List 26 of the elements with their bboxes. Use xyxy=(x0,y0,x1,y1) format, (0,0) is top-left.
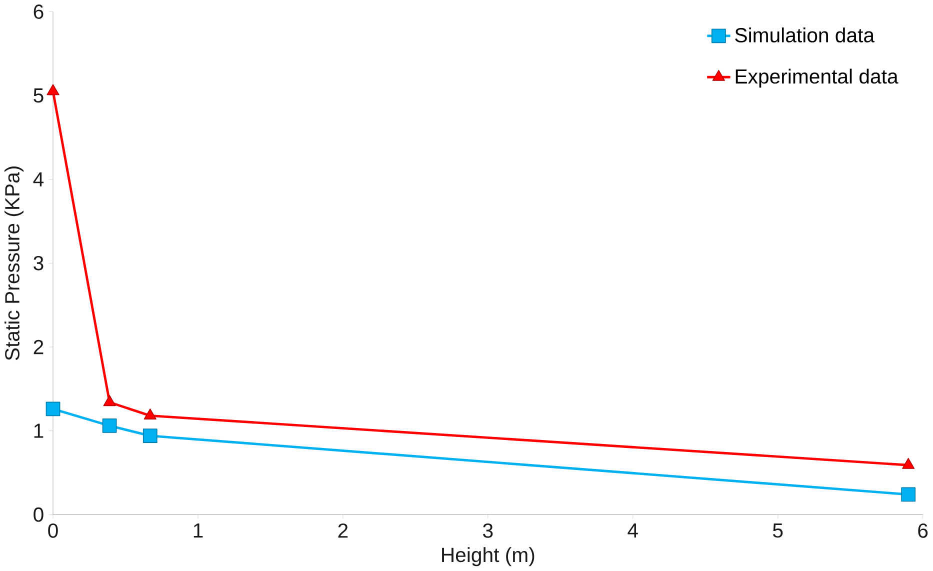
x-tick-label: 2 xyxy=(338,524,348,538)
x-tick-label: 5 xyxy=(772,524,783,538)
point xyxy=(142,428,158,444)
y-tick-label: 1 xyxy=(34,424,44,438)
point xyxy=(902,458,915,470)
x-axis-title: Height (m) xyxy=(442,547,534,566)
point xyxy=(46,84,60,96)
x-tick-label: 0 xyxy=(48,524,58,538)
point xyxy=(901,487,916,502)
x-tick-label: 3 xyxy=(483,524,493,538)
y-tick-label: 3 xyxy=(34,256,44,271)
y-axis-title: Static Pressure (KPa) xyxy=(4,166,24,360)
x-tick-label: 1 xyxy=(194,524,203,538)
legend-label: Experimental data xyxy=(736,68,898,88)
y-tick-label: 5 xyxy=(34,88,44,103)
y-tick-label: 2 xyxy=(34,340,44,354)
point xyxy=(102,418,117,434)
x-tick-label: 6 xyxy=(918,524,928,538)
y-tick-label: 0 xyxy=(34,508,44,522)
x-tick-label: 4 xyxy=(628,524,638,538)
point xyxy=(144,408,156,420)
point xyxy=(103,395,116,406)
legend-label: Simulation data xyxy=(735,28,875,43)
y-tick-label: 4 xyxy=(33,172,44,187)
y-tick-label: 6 xyxy=(34,4,44,20)
point xyxy=(46,402,60,416)
